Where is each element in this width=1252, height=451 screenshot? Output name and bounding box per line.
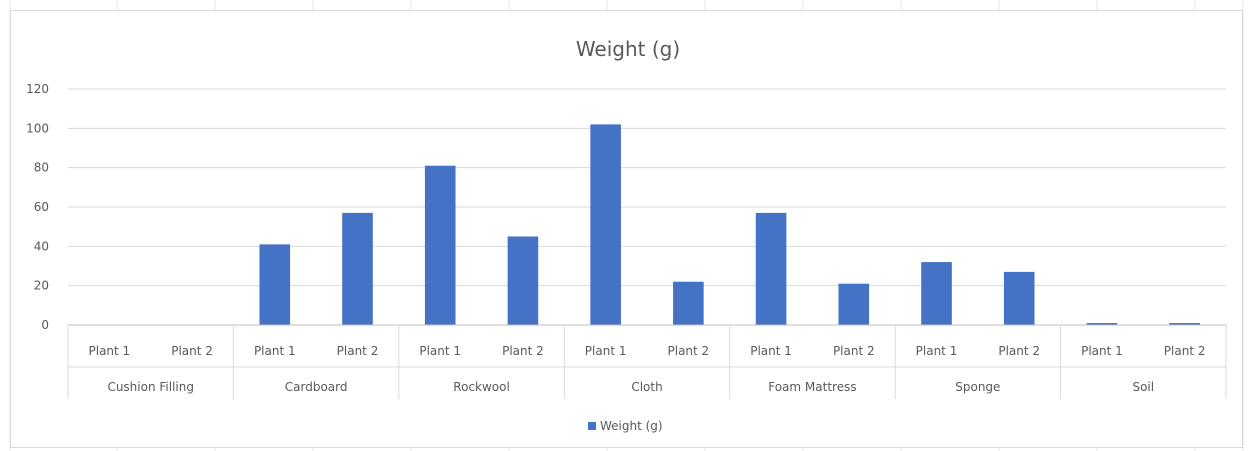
bars — [259, 124, 1200, 326]
legend: Weight (g) — [588, 419, 663, 433]
x-category-label: Plant 2 — [833, 344, 875, 358]
y-tick-label: 40 — [34, 239, 49, 253]
x-group-label: Cushion Filling — [107, 380, 194, 394]
bar[interactable] — [755, 212, 787, 325]
legend-swatch — [588, 422, 596, 430]
x-category-label: Plant 1 — [916, 344, 958, 358]
x-category-label: Plant 2 — [502, 344, 544, 358]
y-tick-label: 80 — [34, 161, 49, 175]
x-category-label: Plant 2 — [1164, 344, 1206, 358]
bar[interactable] — [590, 124, 621, 326]
bar[interactable] — [673, 281, 704, 325]
chart-title: Weight (g) — [576, 37, 680, 61]
chart-area[interactable]: Weight (g) 0 20 40 60 80 100 120 Plant 1 Plant … — [10, 10, 1243, 448]
x-group-label: Rockwool — [453, 380, 510, 394]
x-category-label: Plant 2 — [998, 344, 1040, 358]
legend-label: Weight (g) — [600, 419, 663, 433]
bar[interactable] — [1086, 323, 1118, 325]
bar[interactable] — [838, 283, 870, 325]
y-axis-ticks: 0 20 40 60 80 100 120 — [26, 82, 49, 332]
gridlines — [68, 88, 1226, 287]
y-tick-label: 100 — [26, 121, 49, 135]
x-category-label: Plant 2 — [171, 344, 213, 358]
x-group-label: Cloth — [631, 380, 662, 394]
x-group-label: Cardboard — [285, 380, 348, 394]
y-tick-label: 20 — [34, 279, 49, 293]
x-group-label: Soil — [1132, 380, 1154, 394]
bar[interactable] — [342, 212, 373, 325]
x-category-label: Plant 1 — [1081, 344, 1123, 358]
x-category-label: Plant 1 — [750, 344, 792, 358]
x-category-label: Plant 1 — [254, 344, 296, 358]
bar[interactable] — [1169, 323, 1200, 325]
x-category-label: Plant 1 — [585, 344, 627, 358]
bar[interactable] — [1003, 271, 1035, 325]
x-category-label: Plant 2 — [668, 344, 710, 358]
y-tick-label: 120 — [26, 82, 49, 96]
x-category-label: Plant 2 — [337, 344, 379, 358]
x-category-label: Plant 1 — [89, 344, 131, 358]
bar[interactable] — [259, 244, 291, 325]
x-group-label: Sponge — [955, 380, 1000, 394]
bar[interactable] — [921, 262, 952, 325]
x-group-label: Foam Mattress — [768, 380, 856, 394]
y-tick-label: 0 — [41, 318, 49, 332]
y-tick-label: 60 — [34, 200, 49, 214]
x-axis: Plant 1 Plant 2 Cushion Filling Plant 1 Plan… — [67, 324, 1227, 399]
bar[interactable] — [507, 236, 539, 326]
bar[interactable] — [424, 165, 456, 325]
x-category-label: Plant 1 — [419, 344, 461, 358]
